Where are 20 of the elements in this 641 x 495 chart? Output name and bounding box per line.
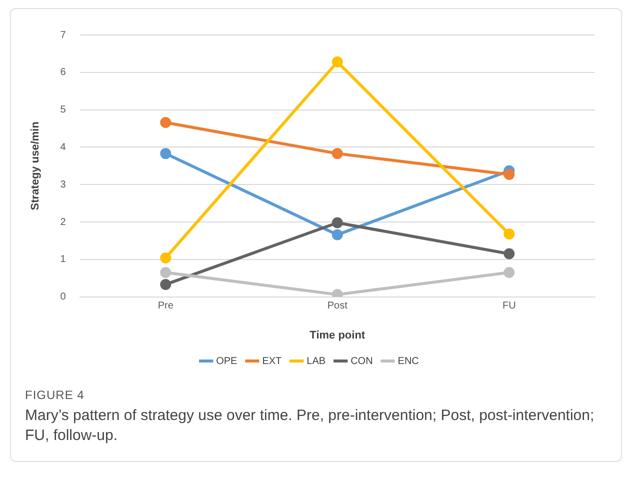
y-tick-label: 1 — [60, 254, 66, 266]
y-tick-label: 3 — [60, 179, 66, 190]
y-tick-label: 6 — [60, 67, 66, 78]
x-tick-label: Post — [327, 300, 348, 312]
legend-label: EXT — [262, 356, 282, 367]
x-tick-label: Pre — [158, 300, 174, 312]
legend-label: LAB — [306, 356, 326, 367]
y-tick-label: 7 — [60, 30, 66, 41]
x-axis-title: Time point — [310, 329, 366, 342]
legend-label: CON — [350, 356, 373, 367]
y-tick-label: 0 — [60, 292, 66, 303]
text: Mary’s pattern of strategy use over time. Pre, pre-intervention; Post, post-intervention; FU, follow-up. — [25, 406, 596, 446]
y-tick-label: 2 — [60, 216, 66, 228]
y-tick-label: 4 — [60, 142, 66, 153]
y-tick-label: 5 — [60, 104, 66, 116]
legend-label: OPE — [216, 356, 238, 367]
caption: FIGURE 4 — [25, 388, 86, 402]
y-axis-title: Strategy use/min — [30, 121, 42, 210]
x-tick-label: FU — [502, 300, 516, 312]
legend-label: ENC — [398, 356, 419, 367]
